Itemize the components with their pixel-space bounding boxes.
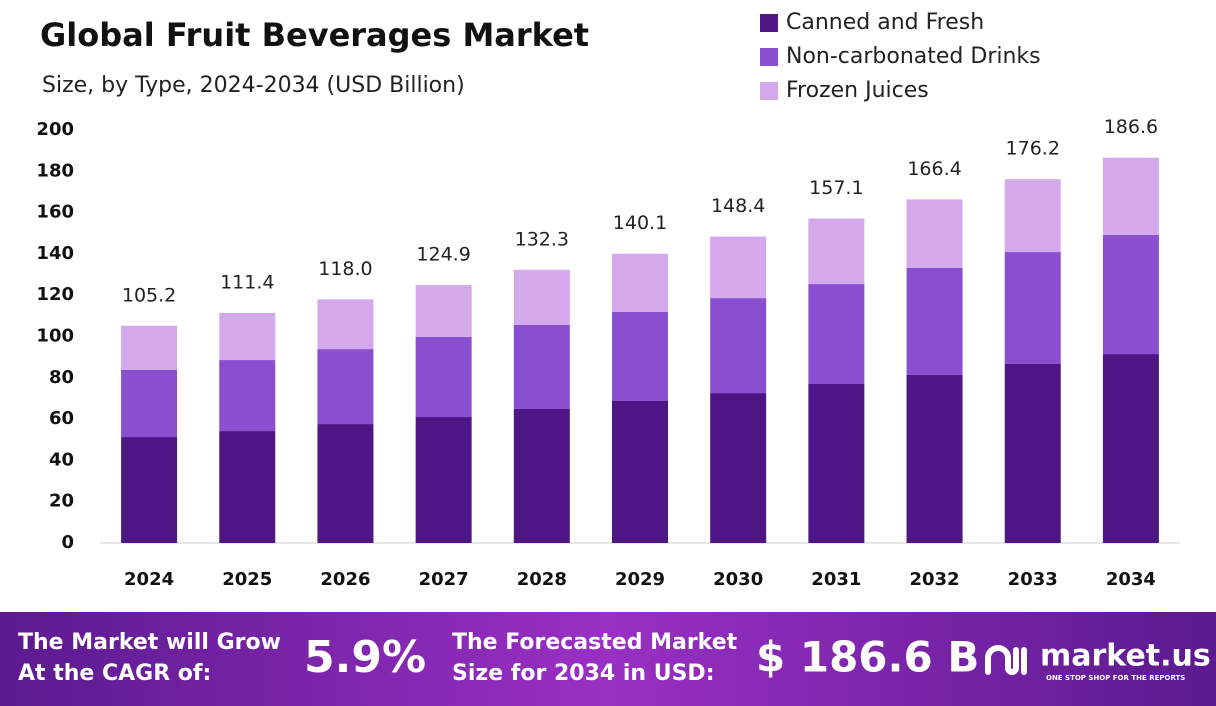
forecast-text: The Forecasted Market xyxy=(452,630,738,655)
y-tick-label: 120 xyxy=(36,284,74,305)
total-label: 132.3 xyxy=(515,228,569,250)
y-tick-label: 180 xyxy=(36,160,74,181)
brand-logo xyxy=(985,645,1027,675)
y-tick-label: 60 xyxy=(49,408,74,429)
brand: market.us xyxy=(1040,639,1211,674)
cagr-text: At the CAGR of: xyxy=(18,661,211,686)
x-tick-label: 2034 xyxy=(1106,569,1156,590)
bar-segment xyxy=(808,218,865,285)
bar-segment xyxy=(1004,179,1061,253)
legend-swatch xyxy=(760,14,778,32)
bar-segment xyxy=(121,369,178,438)
bar-segment xyxy=(612,400,668,543)
y-tick-label: 160 xyxy=(36,202,74,223)
bar-segment xyxy=(1102,157,1159,235)
legend-label: Canned and Fresh xyxy=(786,10,984,35)
bar-segment xyxy=(906,374,963,543)
cagr-value: 5.9% xyxy=(304,632,426,683)
total-label: 166.4 xyxy=(907,158,961,180)
bar-segment xyxy=(710,236,767,299)
total-label: 124.9 xyxy=(416,244,470,266)
total-label: 157.1 xyxy=(809,177,863,199)
bar-segment xyxy=(219,360,276,432)
total-label: 111.4 xyxy=(220,271,274,293)
bar-segment xyxy=(317,299,374,350)
bar-segment xyxy=(808,284,865,384)
x-tick-label: 2027 xyxy=(419,569,469,590)
total-label: 118.0 xyxy=(318,258,372,280)
y-tick-label: 0 xyxy=(61,532,74,553)
total-label: 140.1 xyxy=(613,212,667,234)
bar-segment xyxy=(415,336,472,418)
x-tick-label: 2031 xyxy=(811,569,861,590)
bar-segment xyxy=(219,431,276,543)
bar-segment xyxy=(906,199,963,268)
bar-segment xyxy=(513,324,570,409)
legend-label: Non-carbonated Drinks xyxy=(786,44,1041,69)
chart-title: Global Fruit Beverages Market xyxy=(40,16,589,54)
bar-segment xyxy=(513,269,570,325)
forecast-text: Size for 2034 in USD: xyxy=(452,661,715,686)
x-tick-label: 2028 xyxy=(517,569,567,590)
bar-segment xyxy=(1004,363,1061,543)
total-label: 148.4 xyxy=(711,195,765,217)
bar-segment xyxy=(710,298,767,394)
bar-segment xyxy=(121,437,178,543)
bar-segment xyxy=(317,424,374,543)
brand-tagline: ONE STOP SHOP FOR THE REPORTS xyxy=(1046,674,1185,682)
bar-segment xyxy=(415,285,472,337)
y-tick-label: 40 xyxy=(49,449,74,470)
bar-segment xyxy=(513,408,570,543)
bar-segment xyxy=(612,311,668,401)
chart-subtitle: Size, by Type, 2024-2034 (USD Billion) xyxy=(42,73,465,98)
bar-segment xyxy=(710,393,767,543)
y-tick-label: 200 xyxy=(36,119,74,140)
footer-band xyxy=(0,612,1216,706)
bar-segment xyxy=(317,349,374,425)
forecast-value: $ 186.6 B xyxy=(756,633,979,682)
y-tick-label: 140 xyxy=(36,243,74,264)
bar-segment xyxy=(612,253,668,312)
legend-swatch xyxy=(760,82,778,100)
x-tick-label: 2033 xyxy=(1008,569,1058,590)
bar-segment xyxy=(415,417,472,543)
bar-segment xyxy=(1004,252,1061,364)
bar-segment xyxy=(121,325,178,370)
total-label: 176.2 xyxy=(1006,138,1060,160)
y-tick-label: 80 xyxy=(49,367,74,388)
y-tick-label: 100 xyxy=(36,326,74,347)
x-tick-label: 2026 xyxy=(320,569,370,590)
bar-segment xyxy=(906,267,963,375)
x-tick-label: 2032 xyxy=(909,569,959,590)
x-tick-label: 2025 xyxy=(222,569,272,590)
bar-segment xyxy=(1102,234,1159,355)
total-label: 186.6 xyxy=(1104,116,1158,138)
y-tick-label: 20 xyxy=(49,491,74,512)
legend-swatch xyxy=(760,48,778,66)
cagr-text: The Market will Grow xyxy=(18,630,281,655)
x-tick-label: 2030 xyxy=(713,569,763,590)
x-tick-label: 2024 xyxy=(124,569,174,590)
total-label: 105.2 xyxy=(122,284,176,306)
bar-segment xyxy=(1102,354,1159,543)
x-tick-label: 2029 xyxy=(615,569,665,590)
legend-label: Frozen Juices xyxy=(786,78,929,103)
bar-segment xyxy=(219,312,276,361)
bar-segment xyxy=(808,383,865,543)
